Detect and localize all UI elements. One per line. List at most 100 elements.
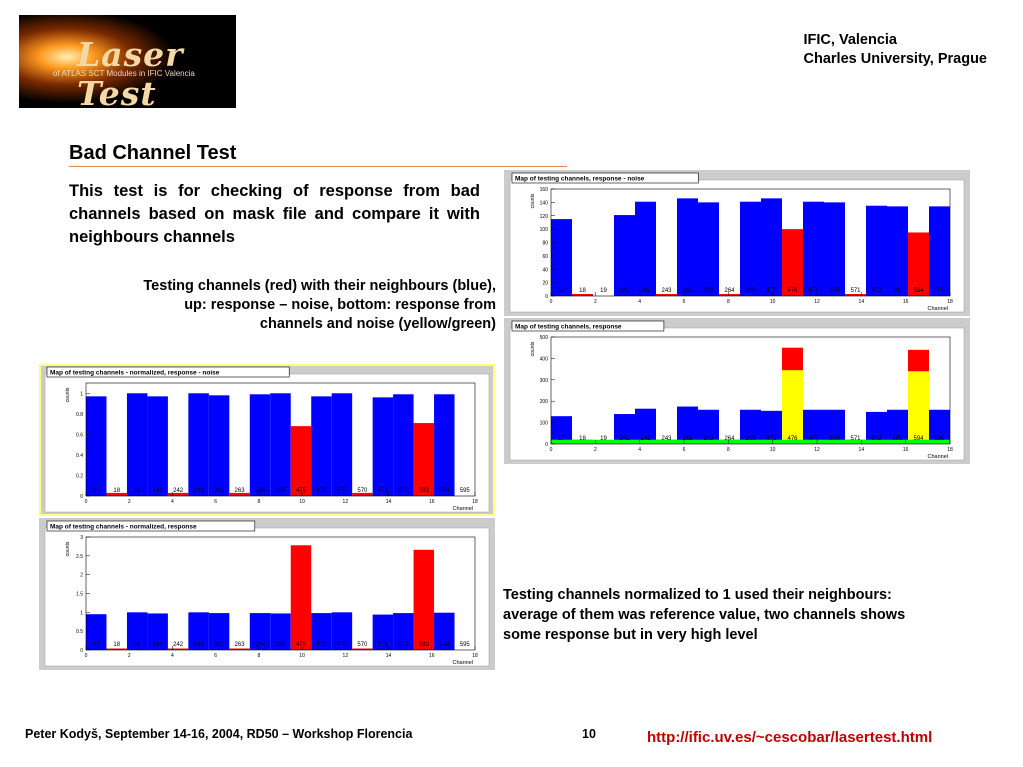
bar-blue (372, 397, 394, 496)
x-tick-label: 18 (472, 499, 478, 505)
bar-blue (208, 613, 230, 650)
channel-label: 477 (337, 488, 348, 494)
bar-blue (866, 205, 887, 296)
x-tick-label: 18 (947, 299, 953, 305)
bar-red (413, 423, 435, 496)
y-tick-label: 3 (80, 535, 83, 541)
channel-label: 263 (235, 642, 246, 648)
channel-label: 264 (255, 642, 266, 648)
bar-blue (740, 409, 761, 444)
x-tick-label: 6 (214, 653, 217, 659)
x-tick-label: 2 (594, 299, 597, 305)
chart-svg: Map of testing channels, response0100200… (504, 318, 970, 464)
channel-label: 594 (439, 642, 450, 648)
bar-red (352, 492, 373, 496)
bar-green (719, 439, 740, 444)
x-tick-label: 12 (814, 447, 820, 453)
channel-label: 594 (913, 288, 924, 294)
bar-green (845, 439, 866, 444)
x-axis-label: Channel (453, 660, 474, 666)
x-tick-label: 14 (386, 653, 392, 659)
institution-ific: IFIC, Valencia (803, 32, 898, 48)
plot-response: Map of testing channels, response 0 100 200… (504, 318, 970, 464)
bar-blue (434, 612, 455, 650)
x-tick-label: 14 (859, 447, 865, 453)
bar-blue (887, 409, 908, 444)
x-tick-label: 10 (299, 653, 305, 659)
bar-blue (929, 206, 950, 296)
bar-blue (740, 201, 761, 296)
x-tick-label: 12 (343, 499, 349, 505)
channel-label: 19 (600, 436, 607, 442)
channel-label: 570 (829, 436, 840, 442)
x-tick-label: 10 (299, 499, 305, 505)
channel-label: 477 (808, 288, 819, 294)
x-tick-label: 4 (638, 299, 641, 305)
bar-green (908, 439, 929, 444)
bar-blue (249, 613, 271, 650)
channel-label: 242 (173, 488, 184, 494)
channel-label: 595 (934, 288, 945, 294)
x-tick-label: 16 (903, 447, 909, 453)
x-tick-label: 4 (171, 499, 174, 505)
bar-green (803, 439, 824, 444)
bar-green (929, 439, 950, 444)
channel-label: 263 (703, 436, 714, 442)
bar-blue (635, 201, 656, 296)
chart-title-box (511, 320, 665, 332)
bar-blue (677, 198, 698, 296)
channel-label: 19 (134, 488, 141, 494)
axes-frame (550, 336, 951, 445)
bar-green (593, 439, 614, 444)
caption-line: Testing channels (red) with their neighb… (143, 278, 496, 294)
x-tick-label: 12 (814, 299, 820, 305)
chart-title: Map of testing channels - normalized, re… (50, 370, 220, 377)
bar-green (656, 439, 677, 444)
bar-blue (866, 411, 887, 444)
channel-label: 265 (745, 288, 756, 294)
channel-label: 265 (275, 488, 286, 494)
bar-blue (331, 393, 353, 496)
plot-response-noise: Map of testing channels, response - nois… (504, 170, 970, 316)
x-tick-label: 2 (128, 653, 131, 659)
y-axis-label: counts (65, 387, 71, 402)
chart-svg: Map of testing channels, response - nois… (504, 170, 970, 316)
channel-label: 265 (745, 436, 756, 442)
x-tick-label: 18 (472, 653, 478, 659)
bar-blue (803, 409, 824, 444)
channel-label: 572 (398, 642, 409, 648)
channel-label: 593 (892, 288, 903, 294)
institution-charles: Charles University, Prague (803, 51, 987, 67)
channel-label: 17 (93, 488, 100, 494)
x-tick-label: 12 (343, 653, 349, 659)
x-tick-label: 16 (429, 499, 435, 505)
x-tick-label: 0 (85, 653, 88, 659)
channel-label: 475 (766, 436, 777, 442)
y-axis-label: counts (530, 341, 536, 356)
footer-link[interactable]: http://ific.uv.es/~cescobar/lasertest.ht… (647, 729, 933, 746)
bar-red (106, 492, 127, 496)
x-tick-label: 18 (947, 447, 953, 453)
channel-label: 18 (579, 436, 586, 442)
channel-label: 264 (724, 288, 735, 294)
bar-blue (126, 393, 148, 496)
y-tick-label: 1.5 (76, 592, 83, 598)
footer-author: Peter Kodyš, September 14-16, 2004, RD50… (25, 727, 413, 741)
channel-label: 593 (892, 436, 903, 442)
bar-yellow (782, 370, 803, 444)
channel-label: 242 (640, 288, 651, 294)
channel-label: 594 (913, 436, 924, 442)
y-tick-label: 0 (80, 494, 83, 500)
bar-blue (551, 416, 572, 444)
x-axis-label: Channel (928, 306, 949, 312)
y-tick-label: 0 (545, 442, 548, 448)
y-tick-label: 100 (540, 227, 549, 233)
bar-blue (249, 394, 271, 496)
bar-blue (126, 612, 148, 650)
bar-green (677, 439, 698, 444)
bar-red (229, 492, 250, 496)
channel-label: 476 (316, 488, 327, 494)
y-tick-label: 0.2 (76, 473, 83, 479)
channel-label: 243 (661, 288, 672, 294)
chart-title: Map of testing channels, response (515, 324, 622, 331)
